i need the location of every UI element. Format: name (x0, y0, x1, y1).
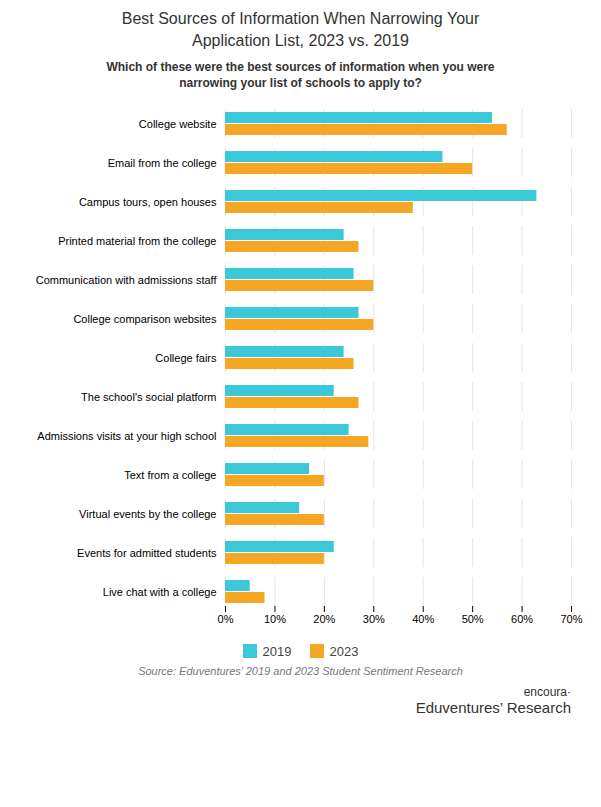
html-text:Source: Eduventures’ 2019 and: Source: Eduventures’ 2019 and 2023 Stude… (138, 664, 463, 677)
svg-text:College comparison websites: College comparison websites (73, 312, 217, 324)
html-text:2023: 2023 (329, 643, 359, 659)
svg-text:Printed material from the coll: Printed material from the college (58, 234, 216, 246)
svg-text:College fairs: College fairs (155, 351, 217, 363)
svg-text:20%: 20% (313, 613, 335, 625)
svg-text:Text from a college: Text from a college (124, 468, 216, 480)
svg-text:50%: 50% (462, 613, 484, 625)
svg-text:70%: 70% (560, 613, 582, 625)
html-text:2019: 2019 (262, 643, 292, 659)
html-text:Which of these were the best s: Which of these were the best sources of … (106, 60, 495, 91)
svg-text:Communication with admissions: Communication with admissions staff (36, 273, 218, 285)
svg-text:Live chat with a college: Live chat with a college (103, 585, 217, 597)
svg-text:40%: 40% (412, 613, 434, 625)
svg-text:Virtual events by the college: Virtual events by the college (79, 507, 216, 519)
svg-text:Events for admitted students: Events for admitted students (77, 546, 217, 558)
html-text:Best Sources of Information Wh: Best Sources of Information When Narrowi… (121, 10, 480, 49)
html-text:encoura·: encoura· (523, 684, 571, 699)
svg-text:60%: 60% (511, 613, 533, 625)
svg-text:College website: College website (139, 117, 217, 129)
svg-text:Campus tours, open houses: Campus tours, open houses (79, 195, 217, 207)
svg-text:0%: 0% (218, 613, 234, 625)
svg-text:30%: 30% (363, 613, 385, 625)
html-text:Eduventures’ Research: Eduventures’ Research (415, 698, 571, 716)
svg-text:The school's social platform: The school's social platform (81, 390, 216, 402)
svg-text:Admissions visits at your high: Admissions visits at your high school (37, 429, 216, 441)
svg-text:Email from the college: Email from the college (108, 156, 217, 168)
svg-text:10%: 10% (264, 613, 286, 625)
